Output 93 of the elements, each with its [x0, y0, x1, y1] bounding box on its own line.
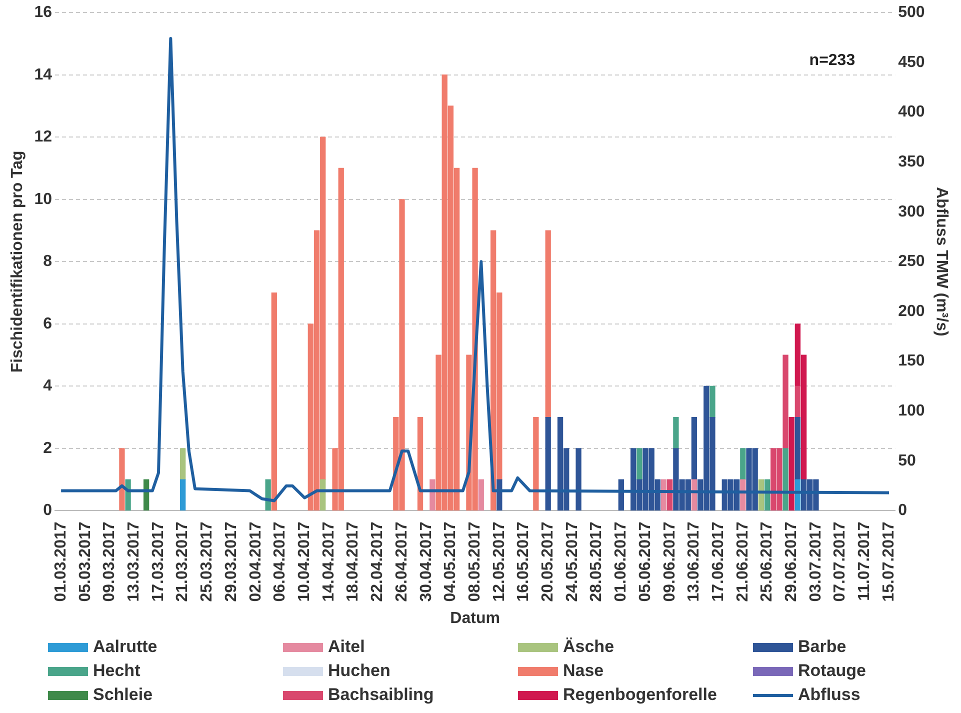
- x-tick-label: 05.06.2017: [636, 522, 654, 602]
- bar: [265, 479, 271, 511]
- x-tick-label: 05.03.2017: [76, 522, 94, 602]
- y-tick-label: 10: [34, 190, 52, 208]
- x-tick-label: 11.07.2017: [856, 522, 874, 601]
- y2-tick-label: 250: [898, 253, 925, 270]
- bar: [119, 448, 125, 511]
- bar: [782, 354, 788, 449]
- legend-label: Abfluss: [798, 685, 860, 705]
- y2-tick-label: 450: [898, 54, 925, 71]
- legend-label: Hecht: [93, 661, 140, 681]
- y2-tick-label: 50: [898, 452, 916, 470]
- y2-tick-label: 150: [898, 352, 925, 370]
- bar: [788, 416, 794, 511]
- x-tick-label: 17.06.2017: [710, 522, 727, 602]
- x-tick-label: 25.06.2017: [758, 522, 776, 602]
- y2-tick-label: 300: [898, 203, 925, 220]
- bar: [180, 448, 186, 480]
- bar: [478, 479, 484, 511]
- x-tick-label: 24.05.2017: [564, 522, 581, 602]
- x-tick-label: 18.04.2017: [344, 522, 362, 602]
- y2-tick-label: 500: [898, 4, 925, 22]
- bar: [740, 448, 746, 480]
- x-tick-label: 28.05.2017: [588, 522, 606, 602]
- bar: [691, 416, 698, 480]
- x-tick-label: 29.06.2017: [783, 522, 800, 602]
- x-tick-label: 25.03.2017: [198, 522, 216, 602]
- x-tick-label: 13.06.2017: [686, 522, 703, 602]
- y-axis-title: Fischidentifikationen pro Tag: [9, 150, 26, 373]
- x-tick-label: 09.06.2017: [661, 522, 678, 602]
- bar: [794, 386, 801, 418]
- x-tick-label: 22.04.2017: [369, 522, 386, 602]
- bar: [417, 416, 424, 511]
- x-tick-label: 10.04.2017: [296, 522, 313, 602]
- x-tick-label: 21.06.2017: [734, 522, 752, 602]
- bar: [545, 416, 551, 511]
- y-tick-label: 14: [34, 66, 52, 84]
- legend-label: Schleie: [93, 685, 153, 705]
- x-tick-label: 30.04.2017: [418, 522, 435, 602]
- x-tick-label: 01.03.2017: [52, 522, 70, 602]
- x-tick-label: 15.07.2017: [880, 522, 898, 602]
- y-tick-label: 6: [43, 315, 52, 332]
- y2-tick-label: 400: [898, 104, 925, 121]
- x-axis-title: Datum: [450, 610, 500, 627]
- y-tick-label: 12: [34, 128, 52, 146]
- bar: [673, 416, 679, 449]
- bar: [636, 448, 642, 480]
- x-tick-label: 03.07.2017: [807, 522, 824, 602]
- y2-tick-label: 350: [898, 153, 925, 170]
- x-tick-label: 26.04.2017: [393, 522, 410, 602]
- x-tick-label: 14.04.2017: [320, 522, 338, 602]
- x-tick-label: 04.05.2017: [442, 522, 460, 602]
- x-tick-label: 06.04.2017: [272, 522, 289, 602]
- bar: [782, 448, 788, 511]
- x-tick-label: 12.05.2017: [490, 522, 508, 602]
- bar: [545, 230, 551, 418]
- x-tick-label: 16.05.2017: [515, 522, 532, 602]
- bar: [430, 479, 436, 511]
- bar: [271, 292, 277, 511]
- legend-label: Äsche: [563, 637, 614, 657]
- x-tick-label: 20.05.2017: [540, 522, 557, 602]
- y-tick-label: 16: [34, 4, 52, 22]
- legend-label: Bachsaibling: [328, 685, 434, 705]
- y2-axis-title: Abfluss TMW (m³/s): [932, 186, 950, 336]
- y-tick-label: 8: [43, 253, 52, 270]
- bar: [710, 386, 716, 418]
- x-tick-label: 02.04.2017: [247, 522, 264, 602]
- y2-tick-label: 100: [898, 402, 925, 420]
- x-tick-label: 08.05.2017: [466, 522, 484, 602]
- legend-label: Aitel: [328, 637, 365, 657]
- bar: [794, 416, 801, 480]
- y-tick-label: 0: [43, 502, 52, 520]
- legend-label: Rotauge: [798, 661, 866, 681]
- y2-tick-label: 200: [898, 302, 925, 320]
- x-tick-label: 13.03.2017: [126, 522, 143, 602]
- bar: [533, 416, 539, 511]
- y-tick-label: 4: [43, 378, 52, 395]
- x-tick-label: 17.03.2017: [150, 522, 167, 602]
- legend-label: Barbe: [798, 637, 846, 657]
- bar: [576, 448, 582, 511]
- x-tick-label: 09.03.2017: [101, 522, 118, 602]
- legend-label: Regenbogenforelle: [563, 685, 717, 705]
- legend-label: Aalrutte: [93, 637, 158, 657]
- bar: [180, 479, 186, 511]
- legend-label: Huchen: [328, 661, 390, 681]
- y-tick-label: 2: [43, 440, 52, 457]
- annotation: n=233: [809, 52, 856, 70]
- x-tick-label: 29.03.2017: [222, 522, 240, 602]
- y2-tick-label: 0: [898, 502, 908, 520]
- legend-label: Nase: [563, 661, 604, 681]
- x-tick-label: 21.03.2017: [174, 522, 192, 602]
- x-tick-label: 07.07.2017: [832, 522, 849, 602]
- x-tick-label: 01.06.2017: [612, 522, 630, 602]
